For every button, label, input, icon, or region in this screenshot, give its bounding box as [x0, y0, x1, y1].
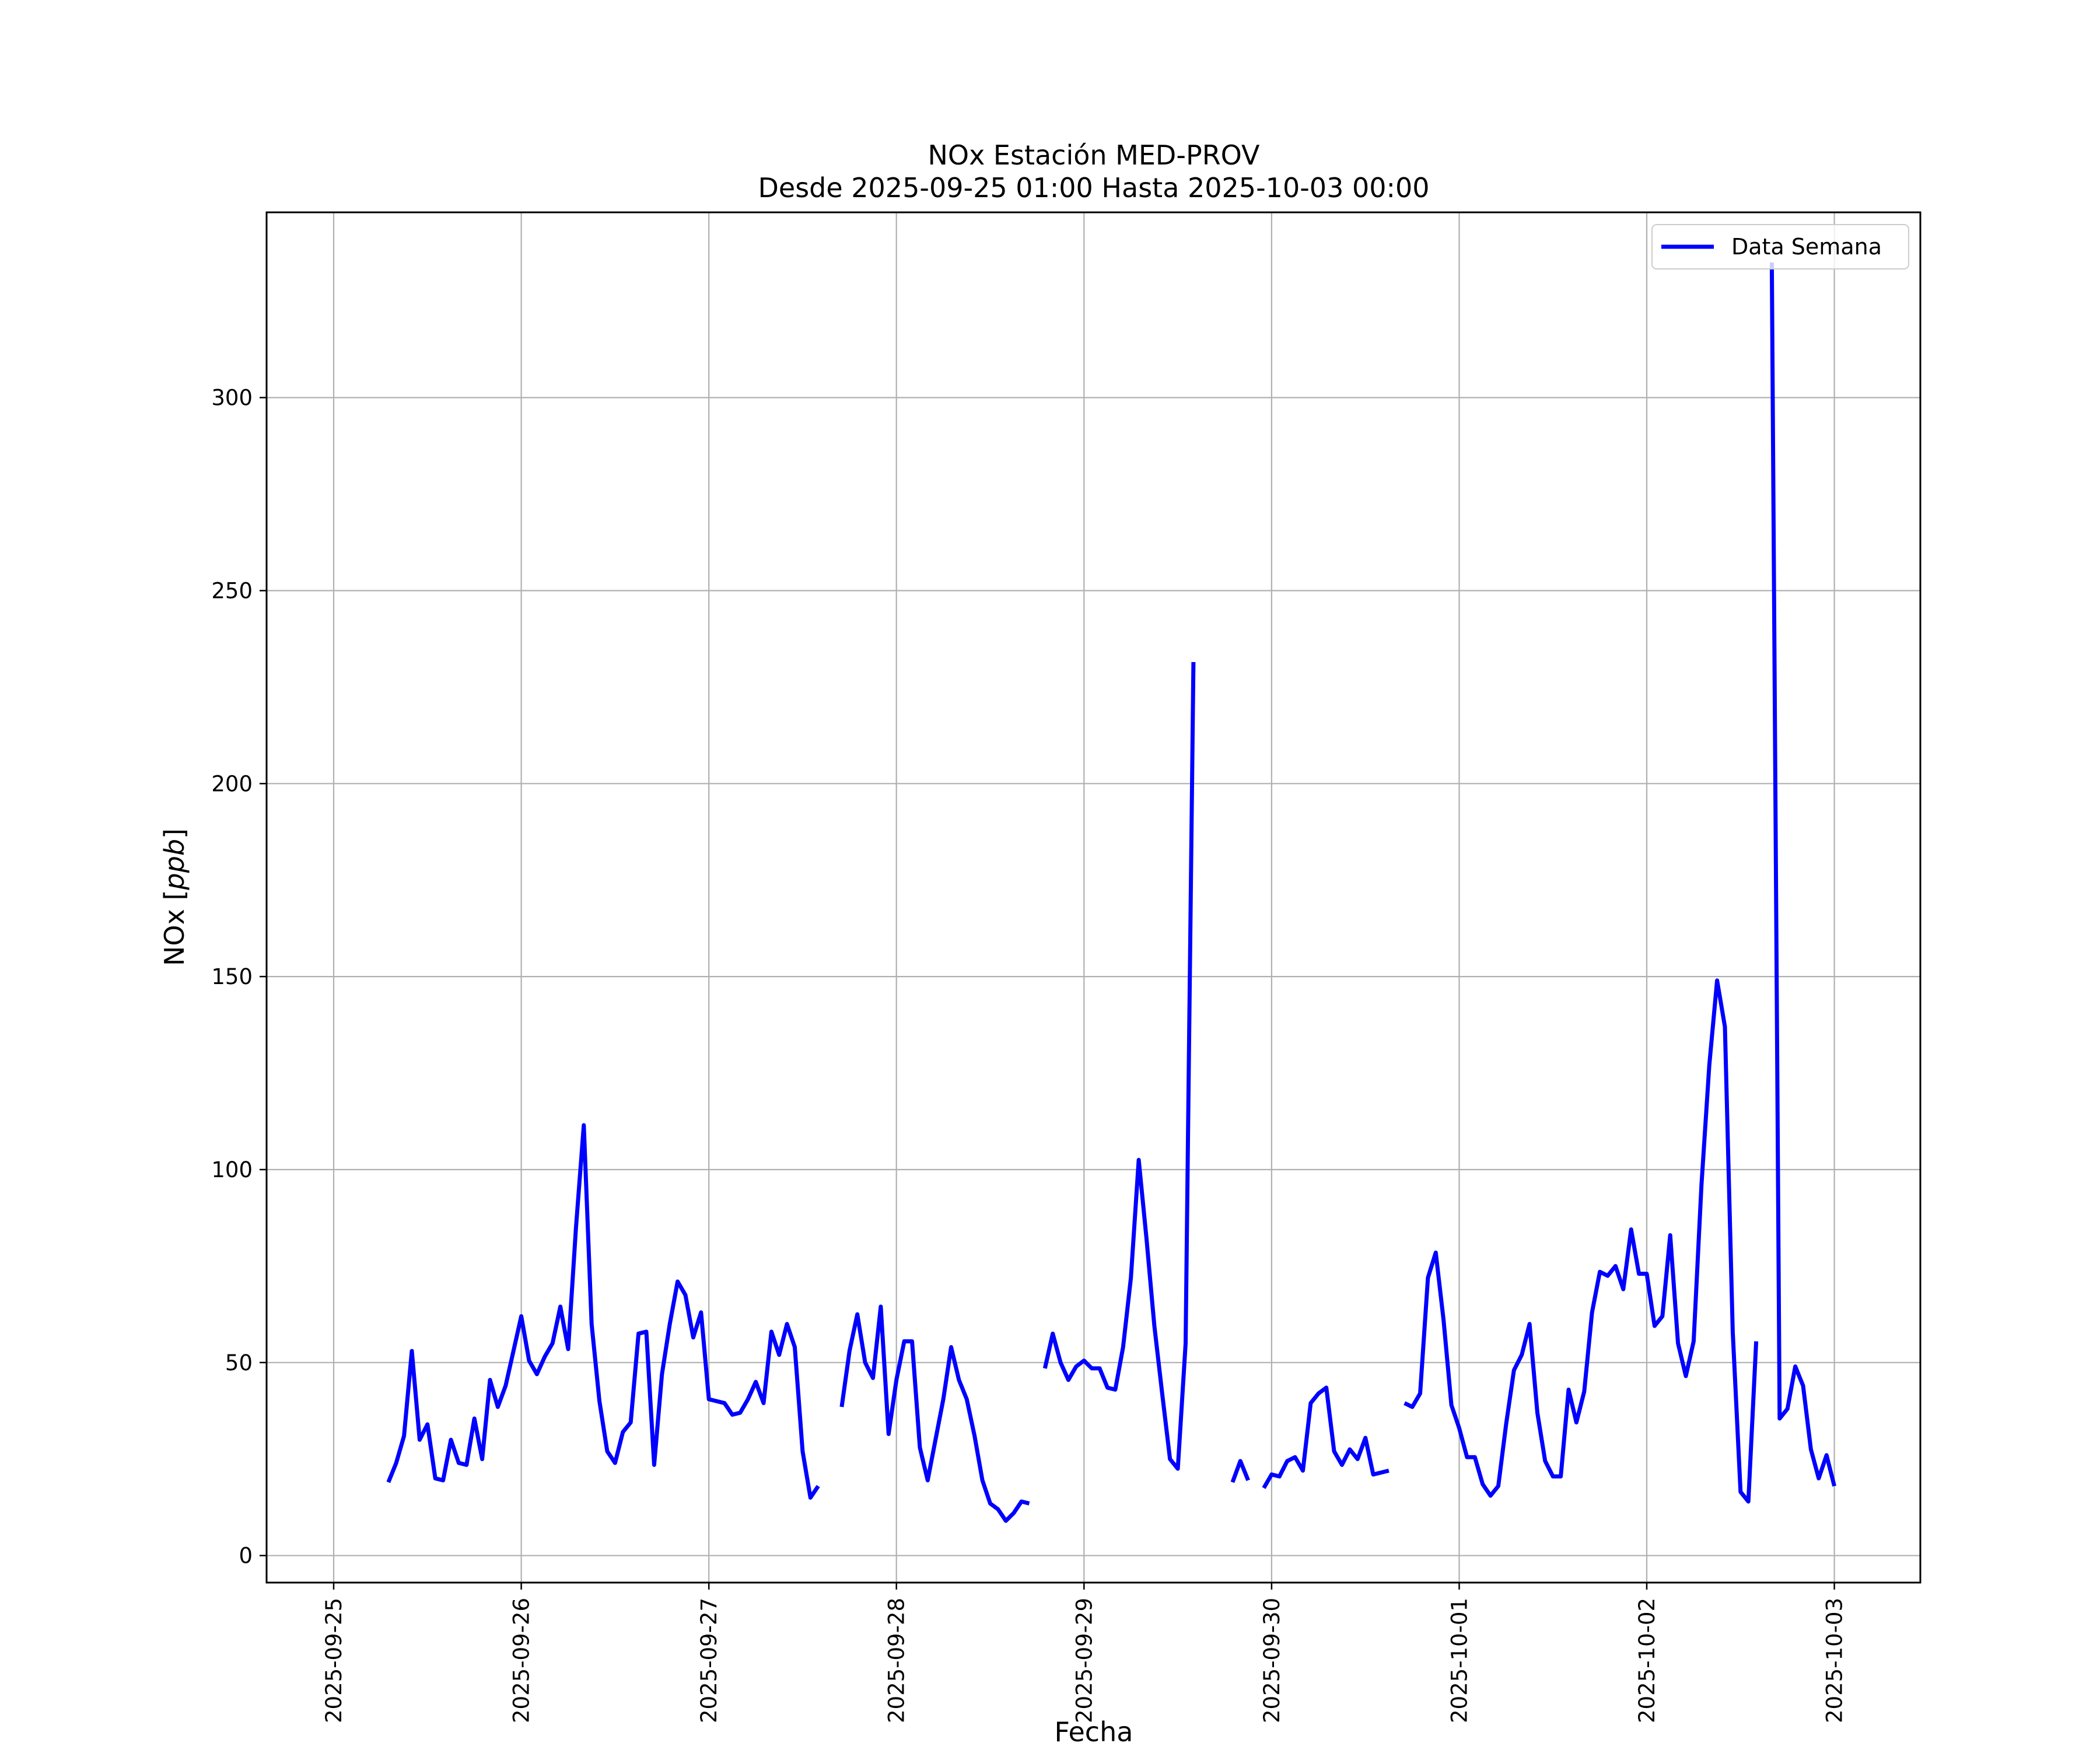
series-line-segment: [1042, 662, 1196, 1471]
y-tick-label: 150: [211, 964, 253, 989]
y-tick-label: 0: [239, 1544, 253, 1569]
legend-series-label: Data Semana: [1731, 234, 1882, 260]
plot-frame: [265, 211, 1922, 1584]
chart-title: NOx Estación MED-PROV: [928, 139, 1260, 171]
x-tick-label: 2025-10-03: [1822, 1598, 1847, 1723]
legend: Data Semana: [1651, 224, 1909, 270]
tick-layer: 2025-09-25 2025-09-26 2025-09-27 2025-09-28…: [211, 386, 1847, 1723]
y-axis-label-prefix: NOx [: [159, 890, 190, 966]
x-tick-label: 2025-10-01: [1447, 1598, 1472, 1723]
x-tick-label: 2025-09-29: [1072, 1598, 1097, 1723]
y-axis-label-suffix: ]: [159, 828, 190, 839]
y-axis-label-unit: ppb: [159, 839, 190, 891]
x-tick-label: 2025-09-30: [1259, 1598, 1284, 1723]
series-line-segment: [1262, 1385, 1390, 1489]
x-axis-label: Fecha: [1055, 1716, 1133, 1748]
grid-layer: [267, 212, 1920, 1583]
series-line-segment: [1404, 978, 1759, 1504]
x-tick-label: 2025-09-27: [696, 1598, 722, 1723]
series-line-segment: [1769, 262, 1836, 1487]
x-tick-label: 2025-09-28: [884, 1598, 909, 1723]
x-tick-label: 2025-09-25: [321, 1598, 346, 1723]
plot-clip: [386, 262, 1836, 1523]
x-tick-label: 2025-10-02: [1634, 1598, 1660, 1723]
x-tick-label: 2025-09-26: [509, 1598, 534, 1723]
y-tick-label: 250: [211, 579, 253, 604]
y-axis-label: NOx [ppb]: [159, 828, 190, 966]
legend-box: [1651, 224, 1909, 270]
series-line-segment: [1230, 1459, 1250, 1483]
y-tick-label: 300: [211, 386, 253, 411]
y-tick-label: 100: [211, 1157, 253, 1182]
series-line-segment: [386, 1123, 820, 1500]
series-layer: [386, 262, 1836, 1523]
y-tick-label: 50: [225, 1350, 253, 1376]
series-line-segment: [839, 1304, 1030, 1523]
chart-subtitle: Desde 2025-09-25 01:00 Hasta 2025-10-03 …: [758, 172, 1429, 204]
y-tick-label: 200: [211, 771, 253, 796]
